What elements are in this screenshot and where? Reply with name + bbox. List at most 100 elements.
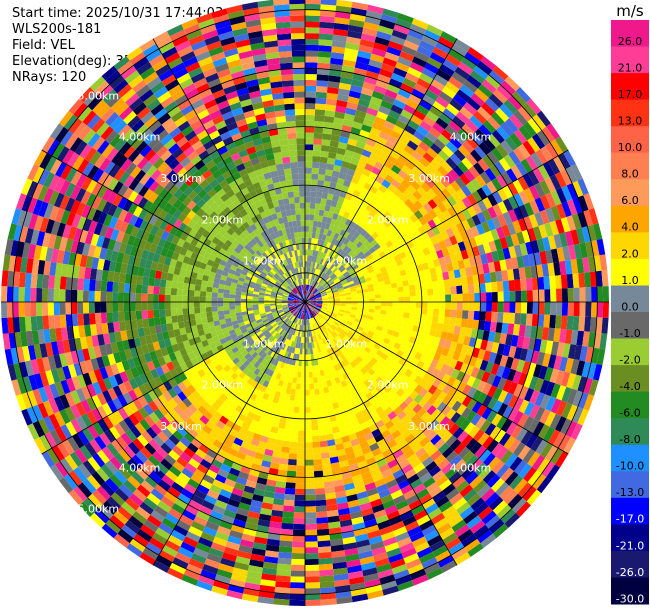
velocity-gate — [419, 276, 427, 284]
velocity-gate — [321, 307, 328, 311]
velocity-gate — [305, 261, 308, 267]
velocity-gate — [314, 394, 321, 401]
velocity-gate — [333, 306, 340, 310]
velocity-gate — [440, 331, 448, 340]
velocity-gate — [414, 313, 422, 321]
velocity-gate — [357, 260, 364, 267]
velocity-gate — [310, 406, 317, 413]
velocity-gate — [335, 153, 345, 161]
velocity-gate — [414, 51, 430, 63]
velocity-gate — [436, 345, 444, 355]
velocity-gate — [346, 256, 353, 263]
velocity-gate — [188, 289, 195, 297]
velocity-gate — [507, 182, 519, 196]
velocity-gate — [357, 302, 364, 306]
velocity-gate — [396, 281, 404, 288]
velocity-gate — [362, 208, 371, 217]
velocity-gate — [456, 310, 463, 319]
velocity-gate — [516, 255, 525, 269]
velocity-gate — [317, 540, 331, 548]
velocity-gate — [321, 139, 331, 147]
velocity-gate — [439, 112, 453, 125]
velocity-gate — [325, 261, 331, 268]
velocity-gate — [351, 121, 363, 130]
velocity-gate — [319, 271, 325, 278]
velocity-gate — [309, 220, 314, 227]
velocity-gate — [556, 302, 563, 316]
velocity-gate — [414, 210, 424, 220]
velocity-gate — [593, 223, 603, 240]
velocity-gate — [378, 131, 390, 141]
velocity-gate — [488, 351, 497, 364]
velocity-gate — [317, 56, 331, 64]
velocity-gate — [432, 46, 449, 59]
velocity-gate — [177, 314, 184, 323]
velocity-gate — [450, 180, 462, 192]
velocity-gate — [384, 279, 391, 285]
velocity-gate — [488, 331, 496, 343]
velocity-gate — [423, 212, 433, 223]
velocity-gate — [395, 61, 410, 73]
velocity-gate — [535, 149, 548, 165]
velocity-gate — [295, 477, 305, 484]
velocity-gate — [543, 314, 551, 328]
velocity-gate — [573, 287, 580, 302]
velocity-gate — [441, 145, 454, 158]
velocity-gate — [324, 286, 331, 291]
velocity-gate — [305, 114, 315, 121]
velocity-gate — [309, 383, 315, 390]
velocity-gate — [372, 180, 382, 190]
velocity-gate — [368, 291, 375, 296]
velocity-gate — [427, 260, 435, 269]
velocity-gate — [387, 183, 397, 193]
velocity-gate — [466, 217, 476, 229]
velocity-gate — [548, 158, 561, 175]
velocity-gate — [462, 208, 472, 220]
velocity-gate — [329, 140, 339, 148]
velocity-gate — [560, 315, 568, 330]
velocity-gate — [349, 242, 356, 250]
velocity-gate — [544, 177, 556, 193]
velocity-gate — [317, 239, 322, 246]
velocity-gate — [426, 110, 439, 123]
velocity-gate — [427, 288, 434, 296]
velocity-gate — [309, 389, 315, 396]
velocity-gate — [427, 199, 438, 210]
velocity-gate — [566, 183, 578, 200]
velocity-gate — [436, 272, 444, 281]
velocity-gate — [570, 259, 579, 274]
velocity-gate — [517, 106, 533, 122]
velocity-gate — [421, 67, 437, 80]
velocity-gate — [595, 317, 603, 334]
velocity-gate — [374, 290, 381, 295]
velocity-gate — [342, 283, 349, 288]
velocity-gate — [300, 377, 305, 384]
velocity-gate — [298, 418, 305, 425]
velocity-gate — [570, 359, 580, 375]
velocity-gate — [305, 150, 313, 156]
velocity-gate — [424, 89, 439, 101]
velocity-gate — [282, 511, 294, 518]
velocity-gate — [352, 238, 360, 246]
velocity-gate — [486, 151, 499, 165]
velocity-gate — [348, 163, 358, 171]
velocity-gate — [323, 260, 329, 267]
velocity-gate — [457, 161, 469, 174]
velocity-gate — [427, 295, 434, 302]
velocity-gate — [322, 463, 332, 471]
velocity-gate — [497, 201, 508, 214]
velocity-gate — [421, 289, 428, 296]
velocity-gate — [427, 335, 435, 344]
velocity-gate — [164, 287, 172, 295]
velocity-gate — [344, 254, 351, 261]
velocity-gate — [452, 243, 461, 254]
velocity-gate — [391, 228, 400, 237]
velocity-gate — [512, 268, 521, 280]
velocity-gate — [390, 261, 398, 269]
velocity-gate — [375, 247, 384, 255]
velocity-gate — [433, 295, 440, 302]
velocity-gate — [100, 312, 108, 324]
velocity-gate — [368, 101, 381, 111]
velocity-gate — [305, 395, 311, 402]
velocity-gate — [545, 142, 559, 159]
